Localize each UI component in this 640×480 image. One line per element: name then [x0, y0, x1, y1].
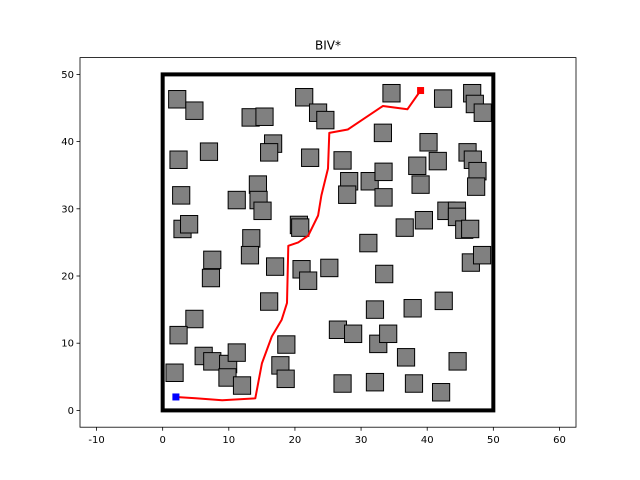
obstacle	[316, 110, 335, 130]
obstacle	[375, 264, 394, 284]
axis-layer: -10 0 10 20 30 40 50 60 0 10 20 30 40 50	[61, 57, 577, 446]
obstacle	[338, 185, 357, 204]
obstacle	[403, 299, 422, 318]
goal-marker	[417, 87, 425, 95]
obstacle	[320, 258, 339, 278]
x-tick-label: 50	[487, 435, 500, 446]
obstacle	[227, 190, 246, 210]
x-tick-label: 10	[222, 435, 235, 446]
y-tick-label: 0	[68, 406, 74, 417]
obstacle	[359, 233, 378, 253]
path-layer	[175, 89, 422, 402]
obstacle	[411, 175, 430, 194]
obstacle	[365, 300, 385, 319]
obstacle	[276, 369, 295, 389]
y-tick-label: 40	[61, 137, 74, 148]
obstacle	[431, 383, 451, 402]
obstacle	[227, 343, 246, 362]
obstacle	[344, 324, 363, 344]
obstacle	[255, 107, 274, 126]
obstacle	[172, 186, 191, 205]
obstacle	[240, 245, 260, 265]
obstacle	[265, 257, 285, 276]
obstacle	[448, 352, 467, 371]
boundary-layer	[160, 72, 496, 413]
chart-title: BIV*	[315, 39, 341, 53]
obstacle	[419, 133, 438, 152]
x-tick-label: 40	[421, 435, 434, 446]
obstacle	[472, 245, 492, 265]
obstacle	[232, 376, 252, 395]
obstacle	[333, 151, 352, 170]
obstacle	[165, 363, 184, 383]
y-tick-label: 50	[61, 70, 74, 81]
obstacle	[291, 218, 310, 237]
obstacle	[185, 309, 204, 329]
obstacle	[185, 101, 204, 120]
obstacle	[199, 142, 219, 161]
obstacle	[180, 215, 199, 234]
obstacle	[461, 219, 480, 239]
obstacle	[260, 143, 279, 162]
obstacle	[253, 201, 272, 221]
obstacle	[395, 218, 414, 237]
obstacle-layer	[165, 83, 492, 402]
obstacle	[295, 88, 314, 107]
obstacle	[374, 188, 393, 207]
x-tick-label: 30	[355, 435, 368, 446]
obstacle	[396, 348, 416, 367]
obstacle	[468, 161, 487, 181]
obstacle	[414, 210, 433, 230]
obstacle	[168, 90, 187, 109]
y-tick-label: 30	[61, 204, 74, 215]
obstacle	[365, 372, 385, 392]
obstacle	[404, 374, 424, 393]
obstacle	[301, 148, 320, 167]
y-tick-label: 10	[61, 339, 74, 350]
obstacle	[277, 335, 296, 354]
marker-layer	[172, 87, 425, 401]
x-tick-label: 0	[159, 435, 165, 446]
obstacle	[473, 103, 492, 122]
obstacle	[169, 325, 188, 345]
obstacle	[248, 175, 267, 194]
obstacle	[360, 172, 379, 191]
map-boundary	[160, 72, 496, 413]
obstacle	[434, 291, 453, 311]
obstacle	[169, 150, 188, 169]
obstacle	[408, 156, 427, 176]
obstacle	[333, 374, 352, 393]
obstacle	[260, 292, 279, 311]
obstacle	[373, 123, 392, 143]
obstacle	[201, 268, 221, 288]
x-tick-label: -10	[88, 435, 104, 446]
obstacle	[242, 229, 261, 248]
obstacle	[433, 89, 453, 108]
obstacle	[382, 83, 401, 103]
x-tick-label: 20	[289, 435, 302, 446]
obstacle	[203, 352, 222, 371]
planned-path	[175, 89, 422, 402]
obstacle	[374, 162, 393, 182]
obstacle	[203, 250, 222, 270]
start-marker	[172, 393, 180, 401]
obstacle	[379, 324, 398, 344]
obstacle	[299, 271, 318, 290]
x-tick-label: 60	[553, 435, 566, 446]
y-tick-label: 20	[61, 272, 74, 283]
axes-frame	[79, 57, 577, 428]
obstacle	[328, 320, 348, 339]
obstacle	[467, 177, 486, 196]
obstacle	[428, 151, 447, 171]
